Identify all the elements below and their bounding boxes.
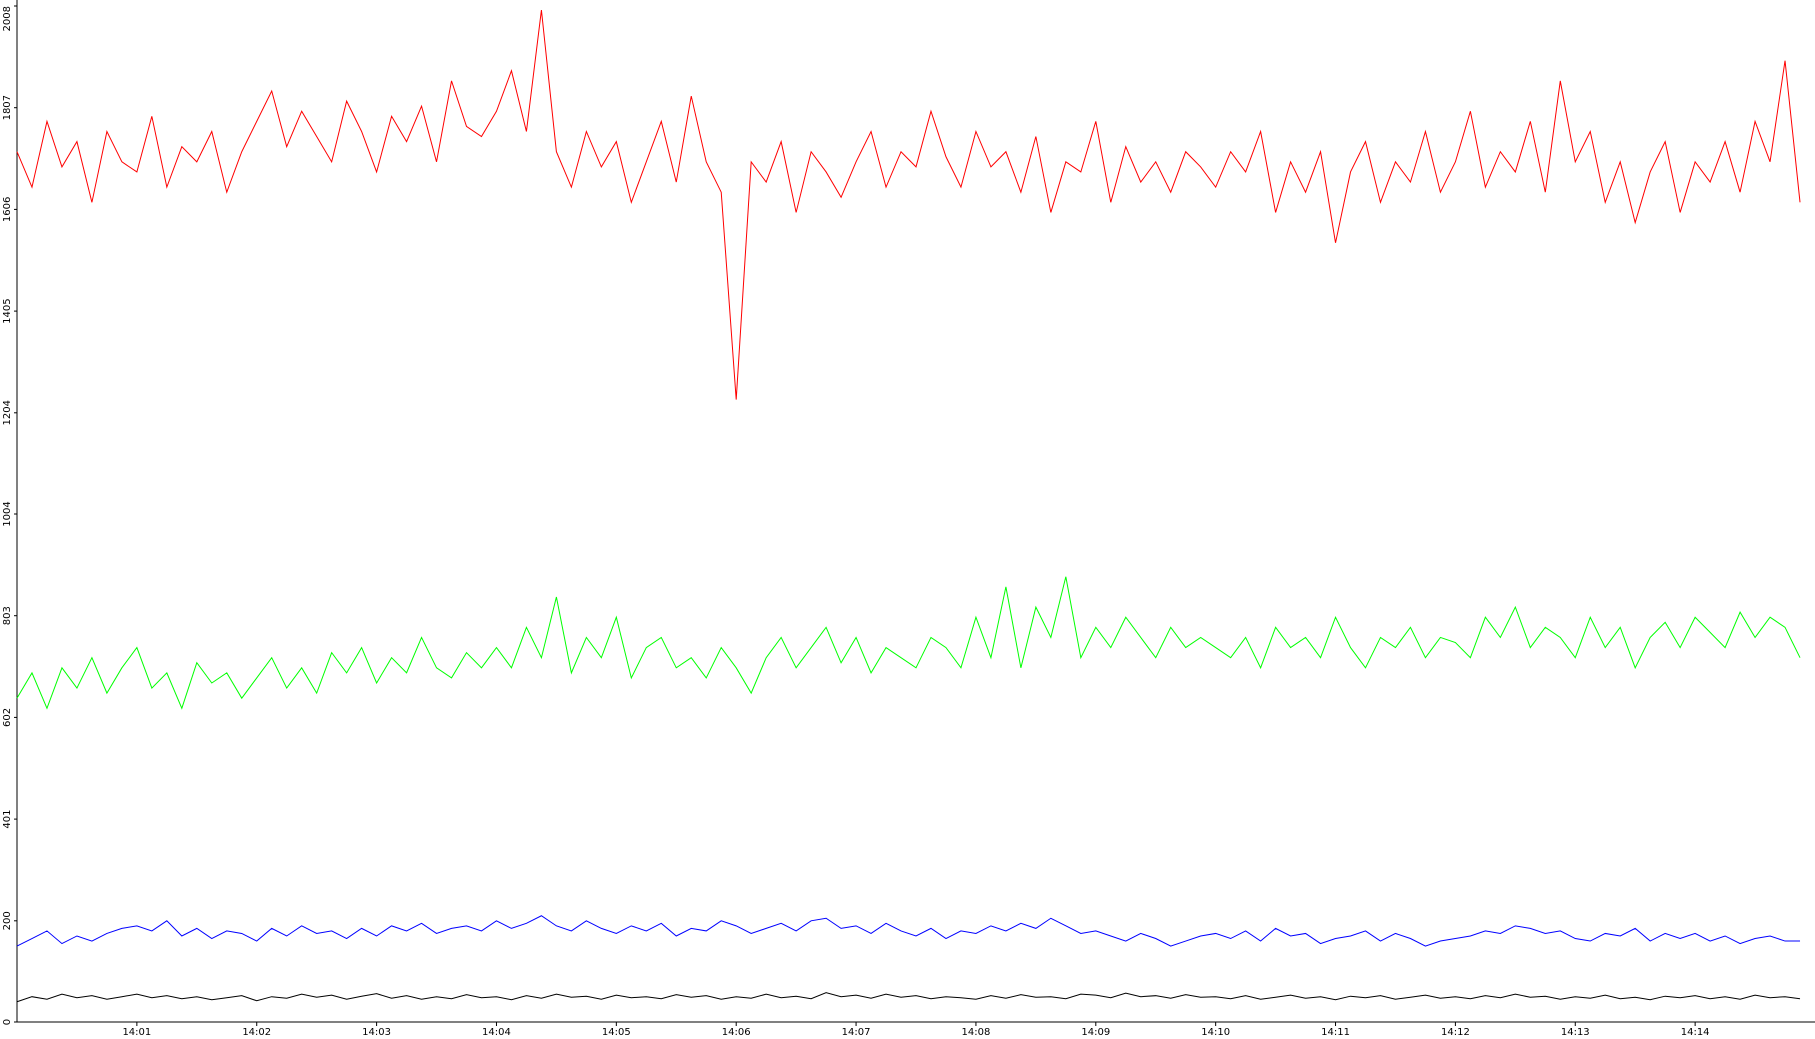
x-tick-label: 14:01 — [122, 1027, 151, 1038]
series-line — [16, 915, 1801, 947]
y-tick-label: 1807 — [2, 95, 13, 120]
y-tick-label: 1004 — [2, 501, 13, 526]
x-tick-label: 14:10 — [1201, 1027, 1230, 1038]
y-tick-label: 200 — [2, 911, 13, 930]
series-line — [16, 576, 1801, 710]
x-tick-label: 14:02 — [242, 1027, 271, 1038]
x-tick-label: 14:06 — [722, 1027, 751, 1038]
y-tick-label: 2008 — [2, 6, 13, 31]
x-tick-label: 14:04 — [482, 1027, 511, 1038]
x-tick-label: 14:03 — [362, 1027, 391, 1038]
x-tick-label: 14:05 — [602, 1027, 631, 1038]
x-tick-label: 14:08 — [962, 1027, 991, 1038]
y-tick-label: 1405 — [2, 298, 13, 323]
x-tick-label: 14:12 — [1441, 1027, 1470, 1038]
series-line — [16, 9, 1801, 400]
x-tick-label: 14:07 — [842, 1027, 871, 1038]
y-tick-label: 401 — [2, 810, 13, 829]
series-line — [16, 992, 1801, 1003]
x-tick-label: 14:11 — [1321, 1027, 1350, 1038]
x-tick-label: 14:14 — [1681, 1027, 1710, 1038]
y-tick-label: 1204 — [2, 400, 13, 425]
y-tick-label: 602 — [2, 708, 13, 727]
x-tick-label: 14:09 — [1081, 1027, 1110, 1038]
y-tick-label: 0 — [2, 1019, 13, 1025]
y-tick-label: 1606 — [2, 197, 13, 222]
y-tick-label: 803 — [2, 606, 13, 625]
x-tick-label: 14:13 — [1561, 1027, 1590, 1038]
